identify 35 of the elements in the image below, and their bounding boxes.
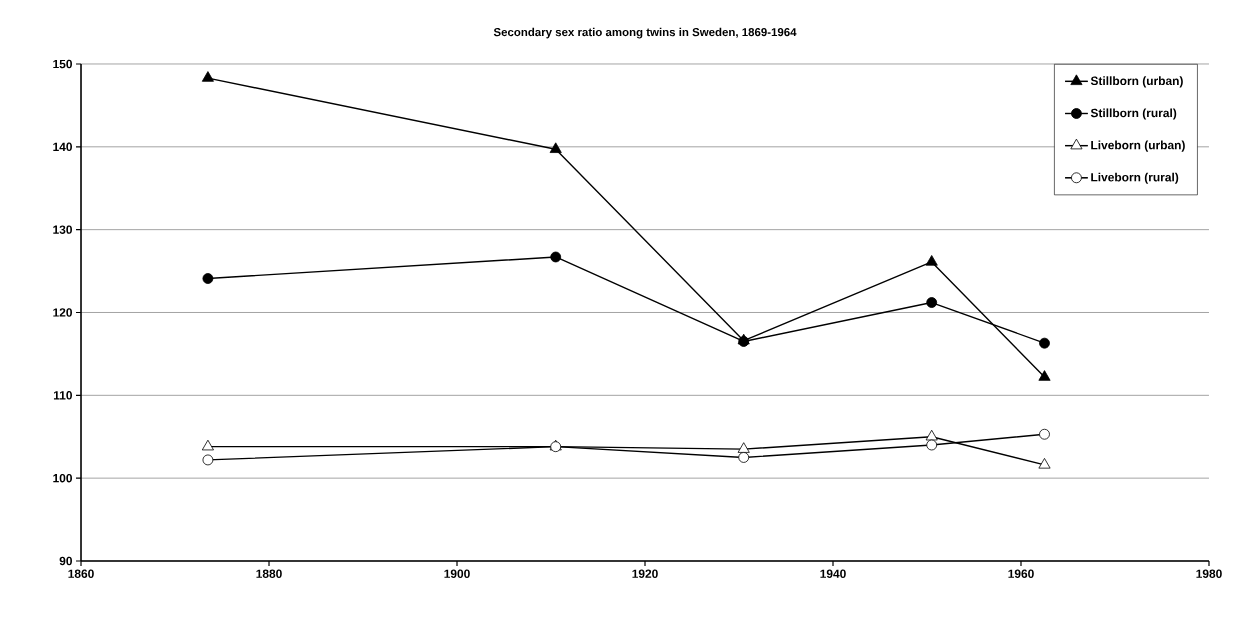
x-tick-label: 1860 xyxy=(68,569,94,578)
x-tick-label: 1980 xyxy=(1196,569,1222,578)
point xyxy=(1039,428,1050,440)
point xyxy=(1039,337,1050,349)
y-tick-label: 130 xyxy=(53,225,72,234)
point xyxy=(550,251,562,263)
point xyxy=(737,442,750,453)
x-tick-label: 1920 xyxy=(632,569,658,578)
y-tick-label: 150 xyxy=(53,59,72,69)
y-tick-label: 140 xyxy=(53,142,72,152)
point xyxy=(549,142,562,153)
chart-title: Secondary sex ratio among twins in Sweden, 1869-1964 xyxy=(493,27,797,39)
point xyxy=(201,439,214,451)
x-tick-label: 1900 xyxy=(444,569,470,578)
point xyxy=(738,452,750,463)
legend-label: Liveborn (rural) xyxy=(1091,172,1179,184)
point xyxy=(1038,370,1051,381)
legend-label: Stillborn (urban) xyxy=(1090,76,1183,88)
point xyxy=(202,273,214,284)
point xyxy=(201,71,214,82)
y-tick-label: 90 xyxy=(59,556,72,566)
x-tick-label: 1960 xyxy=(1008,569,1034,578)
point xyxy=(1038,458,1051,469)
point xyxy=(202,454,214,466)
x-tick-label: 1880 xyxy=(256,569,282,578)
legend-label: Stillborn (rural) xyxy=(1090,108,1177,120)
point xyxy=(926,439,938,451)
y-tick-label: 100 xyxy=(53,473,72,483)
legend-label: Liveborn (urban) xyxy=(1091,140,1185,152)
point xyxy=(926,297,938,308)
point xyxy=(925,429,938,441)
x-tick-label: 1940 xyxy=(820,569,846,578)
y-tick-label: 120 xyxy=(53,308,72,317)
point xyxy=(925,255,938,266)
y-tick-label: 110 xyxy=(53,391,72,400)
